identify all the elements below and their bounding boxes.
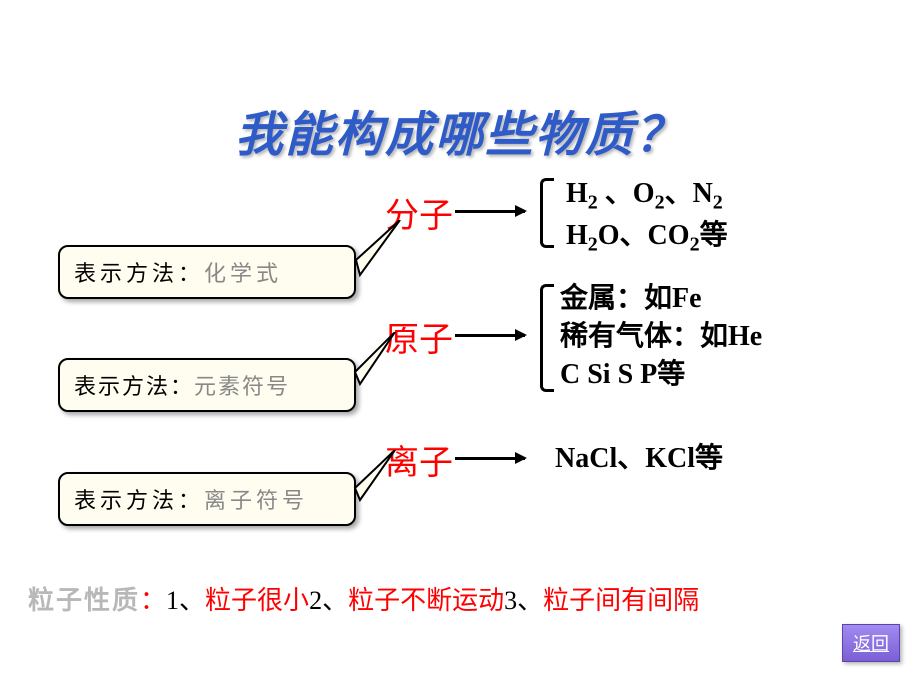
prop-num-3: 3、 xyxy=(504,580,543,617)
properties-colon: ： xyxy=(140,580,166,617)
ion-arrow xyxy=(455,457,525,460)
prop-num-2: 2、 xyxy=(309,580,348,617)
callout-label: 表示方法： xyxy=(74,369,194,401)
callout-value: 化学式 xyxy=(204,256,282,288)
prop-text-1: 粒子很小 xyxy=(205,580,309,617)
atom-callout: 表示方法： 元素符号 xyxy=(58,358,356,412)
atom-arrow xyxy=(455,334,525,337)
prop-text-3: 粒子间有间隔 xyxy=(543,580,699,617)
callout-value: 离子符号 xyxy=(204,483,308,515)
callout-value: 元素符号 xyxy=(194,369,290,401)
molecule-callout-tail xyxy=(330,220,410,280)
molecule-examples: H2 、O2、N2 H2O、CO2等 xyxy=(566,175,728,258)
atom-examples: 金属：如Fe 稀有气体：如He C Si S P等 xyxy=(560,280,762,393)
ion-examples: NaCl、KCl等 xyxy=(555,440,723,478)
atom-example-line3: C Si S P等 xyxy=(560,359,685,390)
atom-bracket xyxy=(540,284,554,392)
ion-callout-tail xyxy=(325,450,405,505)
atom-example-line2: 稀有气体：如He xyxy=(560,321,762,352)
molecule-bracket xyxy=(540,178,554,248)
prop-num-1: 1、 xyxy=(166,580,205,617)
particle-properties: 粒子性质 ： 1、 粒子很小 2、 粒子不断运动 3、 粒子间有间隔 xyxy=(28,580,699,617)
callout-label: 表示方法： xyxy=(74,256,204,288)
properties-lead: 粒子性质 xyxy=(28,580,140,617)
callout-label: 表示方法： xyxy=(74,483,204,515)
molecule-example-line2: H2O、CO2等 xyxy=(566,220,728,251)
atom-example-line1: 金属：如Fe xyxy=(560,283,702,314)
molecule-example-line1: H2 、O2、N2 xyxy=(566,178,723,209)
prop-text-2: 粒子不断运动 xyxy=(348,580,504,617)
ion-callout: 表示方法： 离子符号 xyxy=(58,472,356,526)
return-button[interactable]: 返回 xyxy=(842,624,900,662)
page-title: 我能构成哪些物质？ xyxy=(0,95,920,165)
molecule-arrow xyxy=(455,210,525,213)
molecule-callout: 表示方法： 化学式 xyxy=(58,245,356,299)
atom-callout-tail xyxy=(325,332,405,387)
